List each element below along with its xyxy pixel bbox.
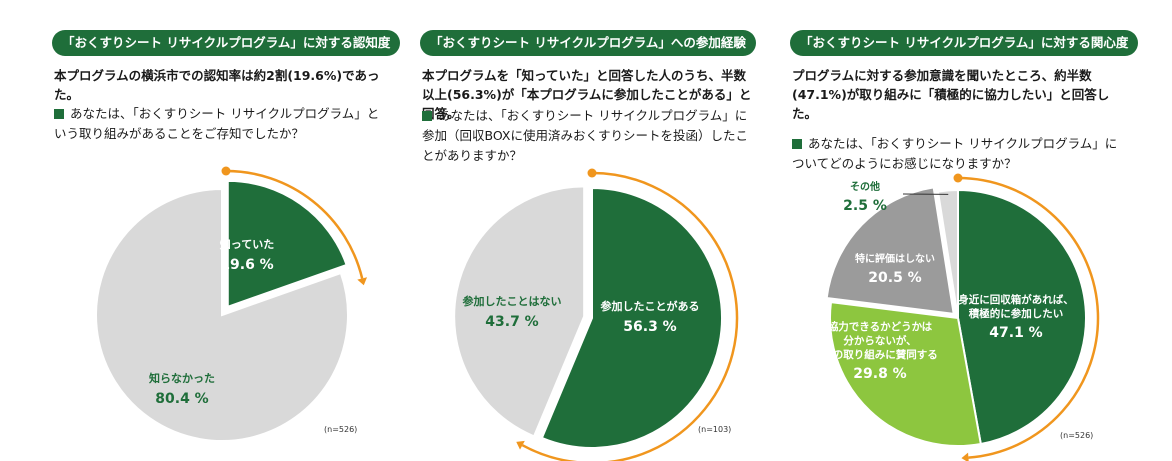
slice-category-label: 知らなかった xyxy=(148,371,215,385)
sample-size-note: (n=526) xyxy=(1060,431,1093,440)
arc-arrow-icon xyxy=(961,452,969,461)
slice-category-label: 参加したことはない xyxy=(463,294,562,308)
highlight-arc xyxy=(957,176,1100,459)
survey-question: あなたは、「おくすりシート リサイクルプログラム」に参加（回収BOXに使用済みお… xyxy=(422,108,748,163)
slice-value-label: 29.8 % xyxy=(853,366,906,382)
slice-value-label: 56.3 % xyxy=(623,319,676,335)
sample-size-note: (n=103) xyxy=(698,425,731,434)
chart-subtitle: プログラムに対する参加意識を聞いたところ、約半数(47.1%)が取り組みに「積極… xyxy=(792,68,1110,121)
slice-category-label: この取り組みに賛同する xyxy=(822,348,938,361)
square-bullet-icon xyxy=(792,139,802,149)
slice-label: その他 2.5 % xyxy=(843,180,887,214)
slice-value-label: 80.4 % xyxy=(155,391,208,407)
slice-value-label: 2.5 % xyxy=(843,198,887,214)
panel-interest: 「おくすりシート リサイクルプログラム」に対する関心度 プログラムに対する参加意… xyxy=(790,0,1139,461)
slice-category-label: その他 xyxy=(850,180,880,193)
survey-question: あなたは、「おくすりシート リサイクルプログラム」という取り組みがあることをご存… xyxy=(54,106,380,141)
highlight-arc xyxy=(521,171,739,461)
panel-awareness: 「おくすりシート リサイクルプログラム」に対する認知度 本プログラムの横浜市での… xyxy=(52,0,401,461)
arc-start-dot-icon xyxy=(953,173,963,183)
arc-start-dot-icon xyxy=(221,166,231,176)
pie-slice xyxy=(453,185,586,438)
slice-category-label: 知っていた xyxy=(219,237,274,251)
pie-slice xyxy=(226,179,348,309)
slice-label: 知っていた 19.6 % xyxy=(219,237,274,273)
slice-label: 参加したことはない 43.7 % xyxy=(463,294,562,330)
pie-chart-participation: 参加したことがある 56.3 % 参加したことはない 43.7 % (n=103) xyxy=(453,168,739,461)
chart-title: 「おくすりシート リサイクルプログラム」に対する関心度 xyxy=(790,30,1139,56)
pie-slice xyxy=(936,188,959,319)
chart-subtitle: 本プログラムの横浜市での認知率は約2割(19.6%)であった。 xyxy=(54,68,380,102)
slice-label: 知らなかった 80.4 % xyxy=(148,371,215,407)
pie-slice xyxy=(95,187,349,442)
sample-size-note: (n=526) xyxy=(324,425,357,434)
slice-category-label: 特に評価はしない xyxy=(855,252,935,265)
highlight-arc xyxy=(225,169,364,279)
slice-category-label: 参加したことがある xyxy=(601,299,700,313)
slice-value-label: 20.5 % xyxy=(868,270,921,286)
slice-category-label: 分からないが、 xyxy=(843,334,916,347)
slice-label: 特に評価はしない 20.5 % xyxy=(855,252,935,286)
chart-subtitle: 本プログラムを「知っていた」と回答した人のうち、半数以上(56.3%)が「本プロ… xyxy=(422,68,752,121)
slice-label: 身近に回収箱があれば、積極的に参加したい 47.1 % xyxy=(958,293,1074,341)
pie-slice xyxy=(540,186,723,449)
square-bullet-icon xyxy=(422,111,432,121)
chart-title: 「おくすりシート リサイクルプログラム」への参加経験 xyxy=(420,30,756,56)
slice-category-label: 積極的に参加したい xyxy=(968,307,1064,320)
pie-chart-awareness: 知っていた 19.6 % 知らなかった 80.4 % (n=526) xyxy=(95,166,368,442)
chart-title: 「おくすりシート リサイクルプログラム」に対する認知度 xyxy=(52,30,401,56)
pie-slice xyxy=(829,301,982,447)
pie-slice xyxy=(825,186,955,315)
square-bullet-icon xyxy=(54,109,64,119)
panel-participation: 「おくすりシート リサイクルプログラム」への参加経験 本プログラムを「知っていた… xyxy=(420,0,760,461)
pie-slice xyxy=(957,188,1087,446)
arc-arrow-icon xyxy=(357,277,368,286)
slice-category-label: 身近に回収箱があれば、 xyxy=(958,293,1074,306)
slice-label: 参加したことがある 56.3 % xyxy=(601,299,700,335)
slice-value-label: 43.7 % xyxy=(485,314,538,330)
arc-start-dot-icon xyxy=(587,168,597,178)
survey-question: あなたは、「おくすりシート リサイクルプログラム」についてどのようにお感じになり… xyxy=(792,136,1118,171)
slice-value-label: 19.6 % xyxy=(220,257,273,273)
pie-chart-interest: 身近に回収箱があれば、積極的に参加したい 47.1 % 協力できるかどうかは分からな… xyxy=(822,173,1100,461)
slice-value-label: 47.1 % xyxy=(989,325,1042,341)
arc-arrow-icon xyxy=(516,440,525,450)
slice-category-label: 協力できるかどうかは xyxy=(828,320,933,333)
